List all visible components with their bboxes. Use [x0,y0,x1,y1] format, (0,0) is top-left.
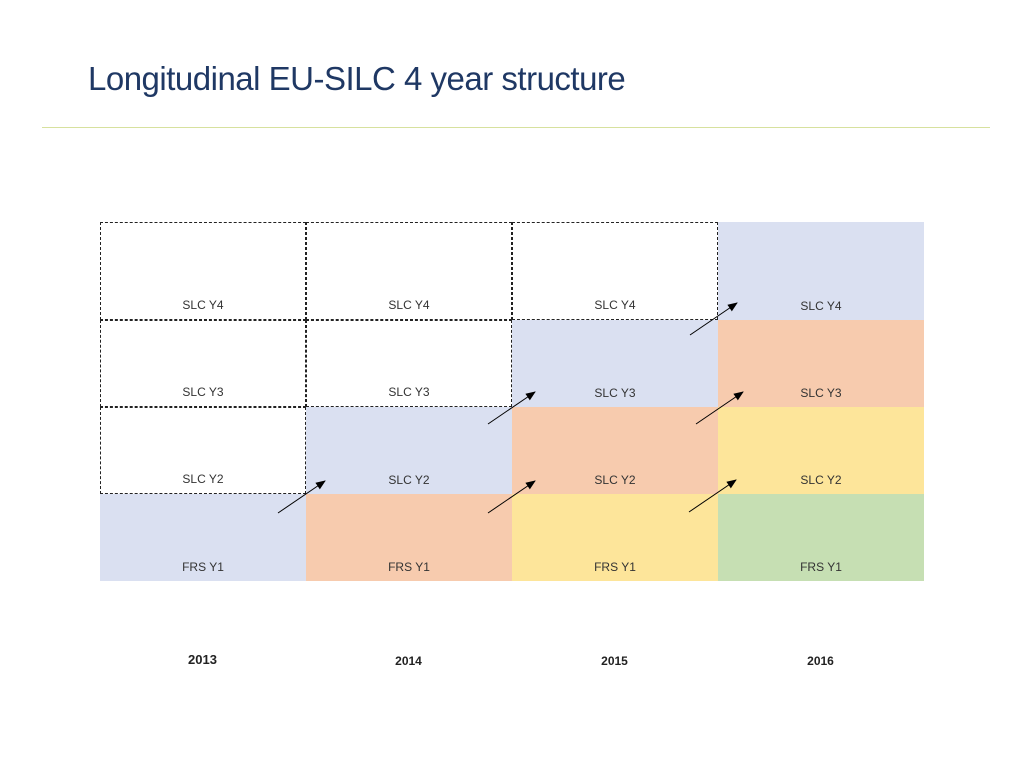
cell-label: FRS Y1 [594,560,636,574]
cell-slc-y2-2013: SLC Y2 [100,407,306,494]
year-label-2014: 2014 [395,654,422,668]
cell-label: SLC Y2 [594,473,636,487]
cell-label: SLC Y3 [388,385,430,399]
year-label-2013: 2013 [188,652,217,667]
cell-slc-y4-2014: SLC Y4 [306,222,512,320]
cell-label: FRS Y1 [800,560,842,574]
cell-label: FRS Y1 [388,560,430,574]
cell-slc-y2-2014: SLC Y2 [306,407,512,494]
cell-label: SLC Y2 [182,472,224,486]
arrow-slc-y2-2014-to-slc-y3-2015 [487,391,536,425]
cell-slc-y3-2015: SLC Y3 [512,320,718,407]
year-label-2015: 2015 [601,654,628,668]
cell-slc-y2-2015: SLC Y2 [512,407,718,494]
arrow-slc-y3-2015-to-slc-y4-2016 [689,302,738,336]
cell-slc-y3-2013: SLC Y3 [100,320,306,407]
arrow-frs-y1-2015-to-slc-y2-2016 [688,479,737,513]
cell-label: SLC Y3 [800,386,842,400]
cell-slc-y4-2015: SLC Y4 [512,222,718,320]
cell-slc-y4-2016: SLC Y4 [718,222,924,320]
cell-label: SLC Y3 [594,386,636,400]
cell-label: SLC Y2 [388,473,430,487]
cell-label: SLC Y4 [800,299,842,313]
cell-label: SLC Y4 [388,298,430,312]
arrow-frs-y1-2013-to-slc-y2-2014 [277,480,326,514]
cell-frs-y1-2014: FRS Y1 [306,494,512,581]
cell-frs-y1-2015: FRS Y1 [512,494,718,581]
cell-slc-y4-2013: SLC Y4 [100,222,306,320]
cell-slc-y3-2016: SLC Y3 [718,320,924,407]
cell-label: SLC Y3 [182,385,224,399]
arrow-slc-y2-2015-to-slc-y3-2016 [695,391,744,425]
year-label-2016: 2016 [807,654,834,668]
cell-slc-y2-2016: SLC Y2 [718,407,924,494]
arrow-frs-y1-2014-to-slc-y2-2015 [487,480,536,514]
cell-slc-y3-2014: SLC Y3 [306,320,512,407]
cell-frs-y1-2013: FRS Y1 [100,494,306,581]
title-divider [42,127,990,128]
cell-label: FRS Y1 [182,560,224,574]
cell-label: SLC Y4 [594,298,636,312]
cell-frs-y1-2016: FRS Y1 [718,494,924,581]
cell-label: SLC Y4 [182,298,224,312]
page-title: Longitudinal EU-SILC 4 year structure [88,60,626,97]
cell-label: SLC Y2 [800,473,842,487]
